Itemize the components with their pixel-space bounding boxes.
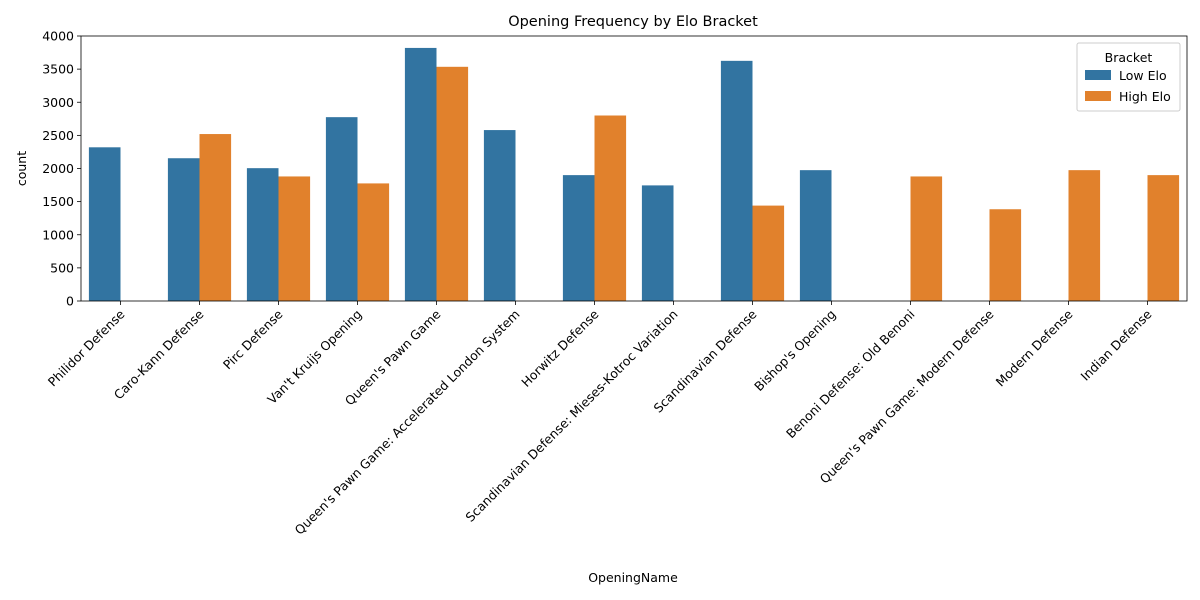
- bar-low-elo-7: [641, 185, 674, 301]
- bar-high-elo-10: [910, 176, 943, 301]
- bar-low-elo-1: [167, 158, 200, 301]
- y-tick-label: 2000: [42, 161, 74, 176]
- x-tick-label: Queen's Pawn Game: Modern Defense: [817, 306, 997, 486]
- bar-high-elo-11: [989, 209, 1022, 301]
- bar-high-elo-12: [1068, 170, 1101, 301]
- legend-swatch-high-elo: [1085, 91, 1111, 101]
- bar-low-elo-2: [246, 168, 279, 301]
- y-axis-label: count: [14, 151, 29, 186]
- chart-title: Opening Frequency by Elo Bracket: [508, 14, 758, 30]
- plot-frame: [80, 35, 1188, 302]
- legend-label-low-elo: Low Elo: [1119, 68, 1167, 83]
- x-tick-label: Bishop's Opening: [751, 307, 838, 394]
- x-tick-label: Pirc Defense: [220, 306, 286, 372]
- bar-low-elo-8: [720, 60, 753, 301]
- bar-low-elo-3: [325, 117, 358, 301]
- bar-high-elo-13: [1147, 175, 1180, 301]
- legend-swatch-low-elo: [1085, 70, 1111, 80]
- x-tick-label: Modern Defense: [993, 306, 1076, 389]
- x-tick-label: Philidor Defense: [45, 306, 128, 389]
- x-tick-label: Horwitz Defense: [518, 306, 602, 390]
- x-tick-label: Benoni Defense: Old Benoni: [783, 307, 918, 442]
- bar-high-elo-1: [199, 134, 232, 301]
- legend-title: Bracket: [1105, 50, 1153, 65]
- y-tick-label: 3000: [42, 95, 74, 110]
- bar-high-elo-8: [752, 205, 785, 301]
- y-tick-label: 3500: [42, 62, 74, 77]
- y-tick-label: 2500: [42, 128, 74, 143]
- bar-low-elo-4: [404, 47, 437, 301]
- legend: Bracket Low Elo High Elo: [1076, 42, 1181, 112]
- x-tick-label: Caro-Kann Defense: [111, 306, 207, 402]
- y-tick-label: 500: [50, 260, 74, 275]
- bar-low-elo-0: [88, 147, 121, 301]
- x-axis-label: OpeningName: [588, 570, 678, 585]
- bar-high-elo-2: [278, 176, 311, 301]
- y-tick-label: 4000: [42, 29, 74, 44]
- y-tick-label: 1500: [42, 194, 74, 209]
- y-axis: 0 500 1000 1500 2000 2500 3000 3500 4000: [42, 29, 81, 309]
- bar-high-elo-4: [436, 66, 469, 302]
- bar-low-elo-5: [483, 130, 516, 301]
- y-tick-label: 1000: [42, 227, 74, 242]
- bar-high-elo-3: [357, 183, 390, 301]
- y-tick-label: 0: [66, 294, 74, 309]
- bars-group: [88, 47, 1180, 302]
- bar-low-elo-9: [799, 170, 832, 301]
- bar-low-elo-6: [562, 175, 595, 301]
- legend-label-high-elo: High Elo: [1119, 89, 1171, 104]
- x-tick-label: Indian Defense: [1077, 306, 1154, 383]
- bar-high-elo-6: [594, 115, 627, 301]
